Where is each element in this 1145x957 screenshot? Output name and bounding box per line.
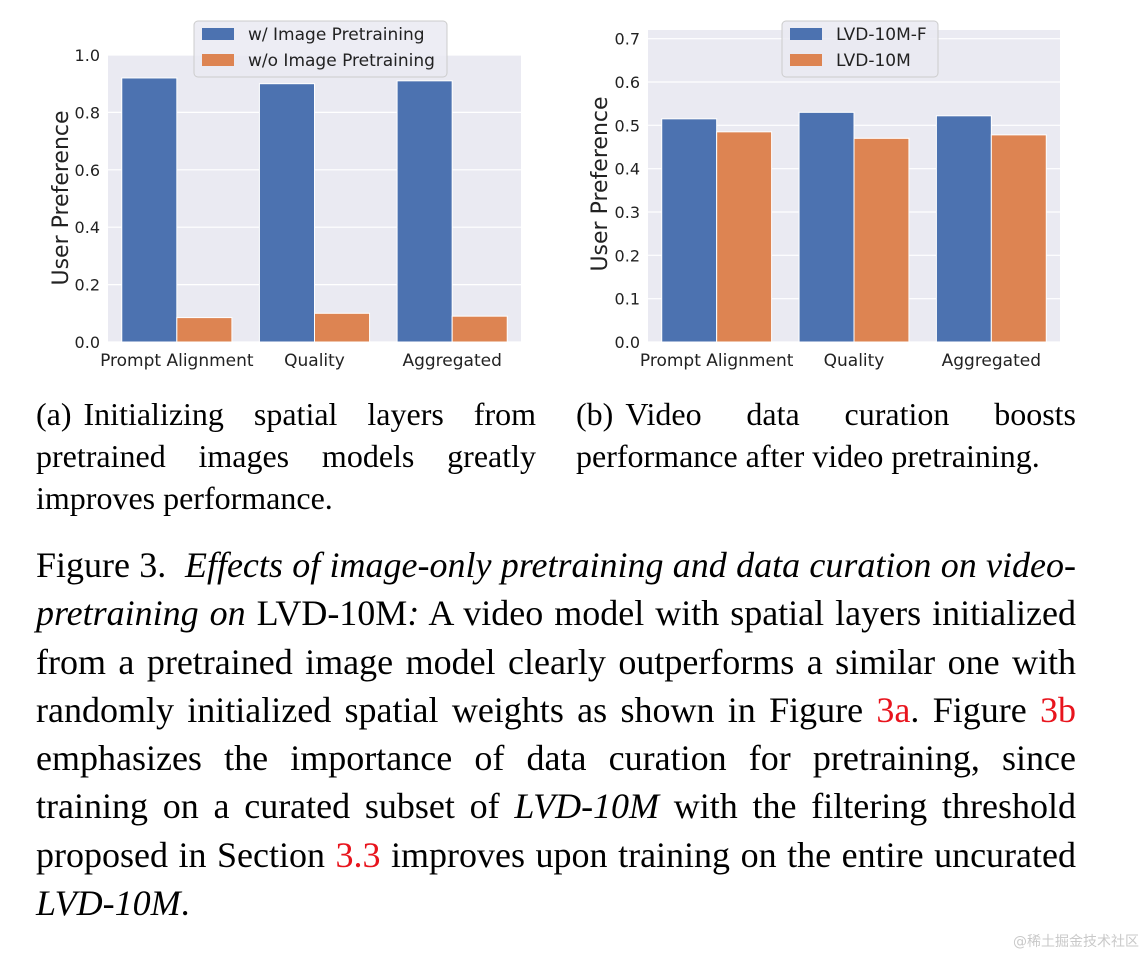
legend-label: LVD-10M-F: [836, 25, 927, 45]
bar: [661, 118, 718, 343]
bar: [121, 77, 178, 343]
y-tick-label: 0.0: [615, 333, 640, 352]
caption-text-5: improves upon training on the entire unc…: [380, 834, 1076, 875]
y-tick-label: 0.8: [75, 103, 100, 122]
caption-text-4: with the filtering threshold proposed in…: [36, 786, 1076, 875]
legend-label: w/ Image Pretraining: [248, 25, 425, 45]
y-tick-label: 0.6: [75, 161, 100, 180]
caption-colon: :: [407, 593, 420, 634]
x-tick-label: Quality: [824, 351, 885, 371]
caption-italic-lvd-1: LVD-10M: [514, 786, 660, 827]
bar: [716, 131, 773, 343]
y-tick-label: 0.0: [75, 333, 100, 352]
chart-b: 0.0 0.1 0.2 0.3 0.4 0.5 0.6 0.7 User Preference P…: [588, 20, 1060, 371]
y-tick-label: 0.2: [75, 276, 100, 295]
figure-caption: Figure 3. Effects of image-only pretrain…: [36, 541, 1076, 927]
y-tick-label: 0.1: [615, 290, 640, 309]
bar: [990, 134, 1047, 343]
x-tick-label: Quality: [284, 351, 345, 371]
caption-prefix: Figure 3.: [36, 545, 167, 585]
legend-swatch: [790, 28, 822, 40]
y-tick-label: 0.6: [615, 73, 640, 92]
ref-section-3-3[interactable]: 3.3: [335, 834, 381, 875]
ref-figure-3a[interactable]: 3a: [876, 689, 911, 730]
bar: [396, 80, 453, 343]
caption-italic-title: Effects of image-only pretraining and da…: [36, 545, 1076, 634]
y-tick-label: 0.2: [615, 246, 640, 265]
legend-swatch: [790, 54, 822, 66]
subcaption-b-text: Video data curation boosts performance a…: [576, 396, 1076, 474]
bar: [798, 111, 855, 343]
subcaption-a-text: Initializing spatial layers from pretrai…: [36, 396, 536, 516]
bar: [451, 315, 508, 343]
bar: [176, 317, 233, 343]
caption-text-2: . Figure: [910, 689, 1040, 730]
subcaption-b: (b) Video data curation boosts performanc…: [576, 393, 1076, 477]
x-tick-label: Aggregated: [942, 351, 1041, 371]
subcaption-a-label: (a): [36, 396, 72, 432]
y-tick-label: 0.5: [615, 116, 640, 135]
y-tick-label: 0.4: [75, 218, 100, 237]
legend-swatch: [202, 28, 234, 40]
ref-figure-3b[interactable]: 3b: [1040, 689, 1076, 730]
caption-italic-lvd-2: LVD-10M: [36, 883, 181, 924]
bar: [314, 312, 371, 343]
caption-dataset: LVD-10M: [256, 593, 408, 634]
subcaption-b-label: (b): [576, 396, 614, 432]
bar: [258, 83, 315, 343]
y-axis-label: User Preference: [49, 110, 74, 285]
y-tick-label: 1.0: [75, 46, 100, 65]
chart-a: 0.0 0.2 0.4 0.6 0.8 1.0 User Preference Prompt …: [49, 20, 521, 371]
x-tick-label: Aggregated: [402, 351, 501, 371]
y-axis-label: User Preference: [588, 96, 613, 271]
x-tick-label: Prompt Alignment: [100, 351, 254, 371]
bar: [853, 137, 910, 343]
x-tick-label: Prompt Alignment: [640, 351, 794, 371]
legend-box: [193, 20, 448, 78]
watermark: @稀土掘金技术社区: [1013, 934, 1139, 950]
legend-swatch: [202, 54, 234, 66]
caption-text-6: .: [180, 883, 190, 924]
bar: [935, 115, 992, 343]
y-tick-label: 0.3: [615, 203, 640, 222]
legend-label: w/o Image Pretraining: [248, 51, 435, 71]
y-tick-label: 0.7: [615, 30, 640, 49]
subcaption-a: (a) Initializing spatial layers from pret…: [36, 393, 536, 519]
y-tick-label: 0.4: [615, 160, 640, 179]
legend-label: LVD-10M: [836, 51, 911, 71]
caption-text-1: A video model with spatial layers initia…: [36, 593, 1077, 730]
figure-charts: 0.0 0.2 0.4 0.6 0.8 1.0 User Preference Prompt …: [49, 20, 1060, 371]
caption-text-3: emphasizes the importance of data curati…: [36, 738, 1076, 827]
